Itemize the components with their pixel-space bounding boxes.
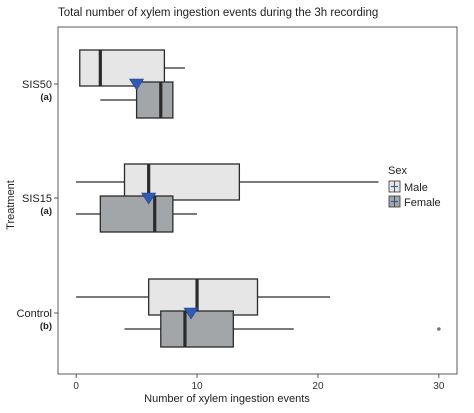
box-control-female xyxy=(124,310,441,348)
mean-markers-layer xyxy=(129,78,199,320)
box-rect-sis15-male xyxy=(123,163,241,201)
y-tick-label-sis15: SIS15 xyxy=(22,193,52,205)
box-rect-control-male xyxy=(148,278,259,316)
group-label-sis15: (a) xyxy=(40,206,52,217)
legend-label-male: Male xyxy=(404,182,428,194)
x-tick-label-10: 10 xyxy=(191,381,203,392)
box-rect-sis15-female xyxy=(99,195,174,233)
legend-label-female: Female xyxy=(404,197,441,209)
legend-title: Sex xyxy=(388,165,407,177)
x-tick-label-20: 20 xyxy=(312,381,324,392)
boxes-layer xyxy=(76,49,441,348)
box-sis15-male xyxy=(76,163,379,201)
box-sis50-male xyxy=(79,49,185,87)
x-tick-label-30: 30 xyxy=(433,381,445,392)
box-rect-sis50-female xyxy=(135,81,174,119)
y-tick-label-sis50: SIS50 xyxy=(22,79,52,91)
y-tick-label-control: Control xyxy=(17,308,52,320)
mean-marker-sis50 xyxy=(129,78,145,91)
mean-marker-control xyxy=(183,307,199,320)
box-control-male xyxy=(76,278,331,316)
box-rect-sis50-male xyxy=(79,49,166,87)
box-sis15-female xyxy=(76,195,198,233)
x-axis-title: Number of xylem ingestion events xyxy=(144,393,310,405)
group-label-sis50: (a) xyxy=(40,92,52,103)
group-label-control: (b) xyxy=(40,321,52,332)
chart-title: Total number of xylem ingestion events d… xyxy=(58,7,378,19)
plot-panel-frame xyxy=(57,26,458,375)
box-sis50-female xyxy=(100,81,174,119)
x-tick-label-0: 0 xyxy=(73,381,79,392)
legend: Sex Male Female xyxy=(388,165,441,209)
y-axis-title: Treatment xyxy=(5,180,17,230)
outlier-control-female-0 xyxy=(437,327,441,331)
box-rect-control-female xyxy=(160,310,234,348)
mean-marker-sis15 xyxy=(141,192,157,205)
